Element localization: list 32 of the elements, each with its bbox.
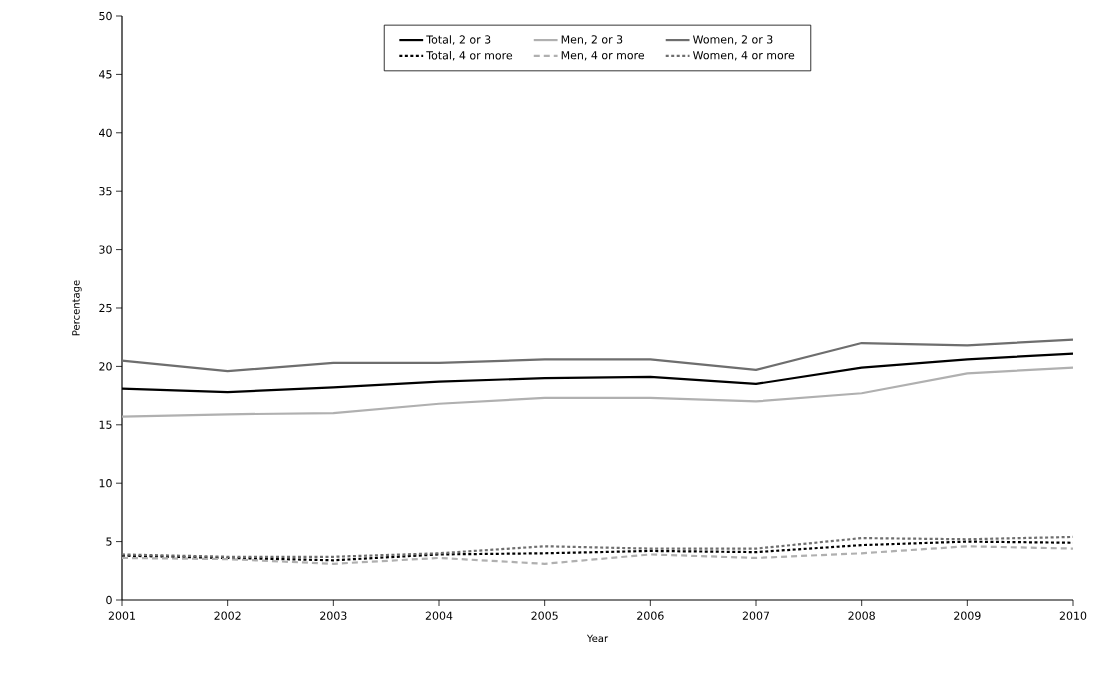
y-tick-label: 10 xyxy=(99,479,112,488)
x-tick-label: 2002 xyxy=(214,611,241,620)
y-tick-label: 15 xyxy=(99,420,112,429)
x-axis-title: Year xyxy=(586,634,609,643)
y-tick-label: 30 xyxy=(99,245,112,254)
x-tick-label: 2010 xyxy=(1059,611,1087,620)
x-tick-label: 2001 xyxy=(108,611,135,620)
legend-label: Total, 4 or more xyxy=(426,50,513,61)
x-tick-label: 2007 xyxy=(742,611,770,620)
legend-label: Women, 2 or 3 xyxy=(692,35,773,45)
legend-label: Total, 2 or 3 xyxy=(426,35,491,45)
y-tick-label: 35 xyxy=(99,187,112,196)
legend-label: Men, 2 or 3 xyxy=(561,35,623,45)
y-tick-label: 50 xyxy=(99,11,112,21)
y-tick-label: 40 xyxy=(99,128,112,137)
y-tick-label: 45 xyxy=(99,70,112,79)
y-tick-label: 25 xyxy=(99,303,112,313)
x-tick-label: 2009 xyxy=(954,611,981,620)
y-tick-label: 5 xyxy=(106,537,112,546)
legend-label: Women, 4 or more xyxy=(692,51,795,61)
legend-label: Men, 4 or more xyxy=(561,51,645,61)
line-series xyxy=(120,338,1075,373)
x-tick-label: 2003 xyxy=(320,611,347,620)
line-series xyxy=(120,545,1075,565)
x-tick-label: 2004 xyxy=(425,611,453,620)
y-tick-label: 20 xyxy=(99,362,112,371)
x-tick-label: 2006 xyxy=(637,611,664,620)
y-axis-title: Percentage xyxy=(72,280,82,336)
line-series xyxy=(120,366,1075,418)
x-tick-label: 2005 xyxy=(531,611,558,620)
y-tick-label: 0 xyxy=(106,595,112,605)
x-tick-label: 2008 xyxy=(848,611,875,620)
